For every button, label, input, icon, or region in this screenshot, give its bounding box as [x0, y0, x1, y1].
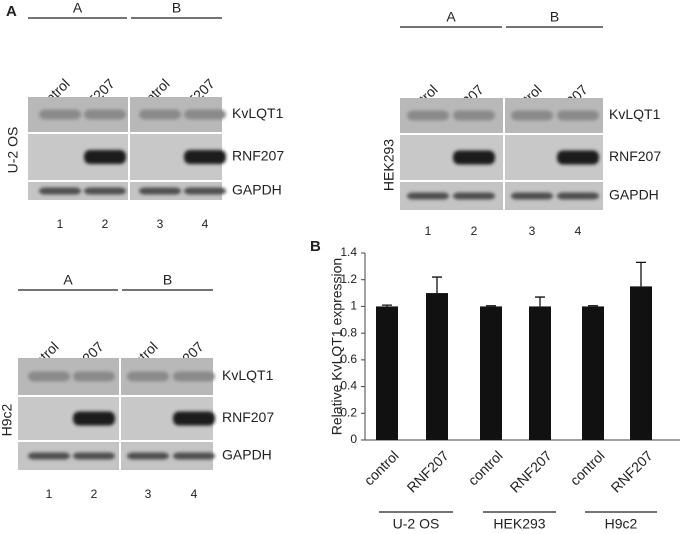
band: [184, 187, 226, 195]
cell-line: HEK293: [381, 139, 397, 191]
bar: [376, 306, 398, 440]
cell-line: H9c2: [0, 403, 15, 436]
band: [173, 371, 215, 382]
band: [557, 150, 599, 165]
group-label: H9c2: [605, 516, 638, 532]
protein-label: RNF207: [609, 148, 661, 164]
error-bar: [382, 304, 392, 307]
x-tick-label: control: [361, 447, 402, 488]
cell-line: U-2 OS: [5, 127, 21, 174]
error-bar: [486, 305, 496, 307]
y-tick-label: 0.4: [340, 379, 357, 393]
band: [173, 452, 215, 460]
protein-label: RNF207: [222, 409, 274, 425]
group-label: A: [446, 9, 456, 25]
band: [39, 109, 81, 120]
error-bar: [535, 296, 545, 307]
band: [139, 187, 181, 195]
band: [453, 150, 495, 165]
bar: [426, 293, 448, 440]
band: [184, 109, 226, 120]
band: [557, 192, 599, 200]
lane-number: 1: [57, 217, 64, 231]
lane-number: 4: [191, 487, 198, 501]
error-bar: [636, 261, 646, 287]
band: [557, 110, 599, 121]
bar: [582, 306, 604, 440]
x-tick-label: RNF207: [507, 447, 555, 495]
panel-label: B: [310, 238, 321, 255]
y-tick-label: 0.6: [340, 352, 357, 366]
y-tick-label: 0.8: [340, 325, 357, 339]
protein-label: KvLQT1: [609, 106, 661, 122]
x-tick-label: RNF207: [608, 447, 656, 495]
y-axis-label: Relative KvLQT1 expression: [329, 258, 345, 435]
panel-label: A: [6, 3, 17, 20]
error-bar: [588, 305, 598, 307]
band: [28, 452, 70, 460]
band: [73, 411, 115, 426]
band: [127, 452, 169, 460]
x-tick-label: RNF207: [404, 447, 452, 495]
bar: [630, 286, 652, 440]
lane-number: 2: [471, 224, 478, 238]
y-tick-label: 1.4: [340, 245, 357, 259]
protein-label: GAPDH: [222, 447, 272, 463]
group-label: B: [172, 0, 181, 16]
band: [73, 452, 115, 460]
protein-label: KvLQT1: [232, 105, 284, 121]
protein-label: KvLQT1: [222, 367, 274, 383]
y-tick-label: 0: [350, 432, 357, 446]
lane-number: 2: [102, 217, 109, 231]
band: [127, 371, 169, 382]
error-bar: [432, 276, 442, 294]
protein-label: GAPDH: [232, 182, 282, 198]
lane-number: 4: [575, 224, 582, 238]
lane-number: 3: [145, 487, 152, 501]
band: [84, 187, 126, 195]
y-tick-label: 0.2: [340, 405, 357, 419]
band: [453, 110, 495, 121]
group-label: B: [550, 9, 559, 25]
band: [511, 192, 553, 200]
bar: [480, 306, 502, 440]
y-tick-label: 1.2: [340, 272, 357, 286]
group-label: B: [163, 272, 172, 288]
band: [453, 192, 495, 200]
band: [173, 411, 215, 426]
group-label: A: [73, 0, 83, 16]
band: [511, 110, 553, 121]
group-label: HEK293: [493, 516, 545, 532]
group-label: U-2 OS: [393, 516, 440, 532]
band: [84, 109, 126, 120]
band: [28, 371, 70, 382]
band: [184, 150, 226, 164]
y-tick-label: 1: [350, 299, 357, 313]
band: [407, 110, 449, 121]
lane-number: 1: [425, 224, 432, 238]
protein-label: GAPDH: [609, 187, 659, 203]
lane-number: 4: [202, 217, 209, 231]
band: [407, 192, 449, 200]
bar: [529, 306, 551, 440]
band: [39, 187, 81, 195]
x-tick-label: control: [567, 447, 608, 488]
lane-number: 3: [529, 224, 536, 238]
group-label: A: [63, 272, 73, 288]
band: [73, 371, 115, 382]
lane-number: 1: [46, 487, 53, 501]
x-tick-label: control: [465, 447, 506, 488]
band: [84, 150, 126, 164]
lane-number: 2: [91, 487, 98, 501]
lane-number: 3: [157, 217, 164, 231]
protein-label: RNF207: [232, 148, 284, 164]
band: [139, 109, 181, 120]
